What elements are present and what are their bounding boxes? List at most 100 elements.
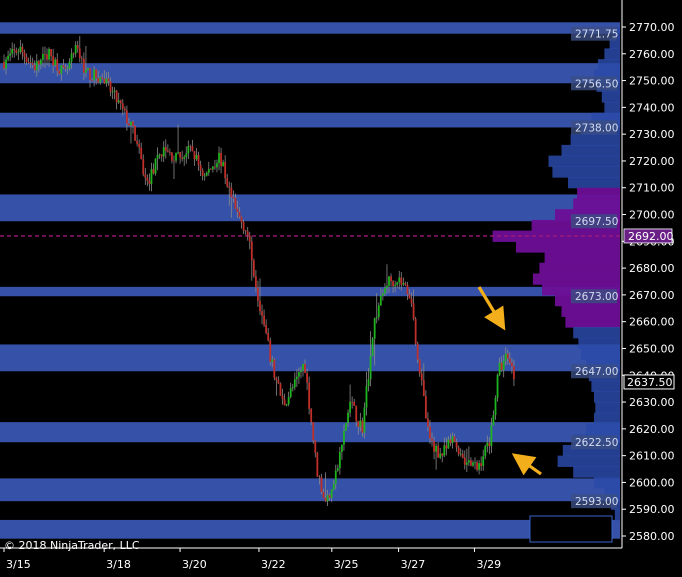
current-price-label: 2637.50 [627, 376, 673, 389]
candle-body [189, 145, 192, 147]
candle-body [506, 353, 509, 359]
y-tick-label: 2630.00 [629, 396, 675, 409]
candle-body [181, 157, 184, 159]
candle-body [87, 68, 89, 71]
annotation-arrow-top [477, 286, 506, 331]
candle-body [271, 359, 274, 362]
volume-profile-bar [586, 423, 620, 435]
candle-body [130, 121, 132, 126]
candle-body [338, 451, 341, 469]
candle-body [101, 77, 104, 80]
candles [3, 36, 515, 507]
candle-body [422, 380, 425, 396]
volume-profile-bar [568, 177, 620, 189]
poc-price-tag [623, 228, 673, 244]
price-band [0, 194, 620, 222]
candle-body [443, 445, 446, 456]
candle-body [435, 445, 438, 452]
band-label-bg [571, 289, 617, 304]
y-tick-label: 2760.00 [629, 48, 675, 61]
volume-profile-bar [594, 391, 620, 403]
candle-body [406, 284, 409, 295]
price-band [0, 112, 620, 128]
candle-body [318, 476, 321, 478]
candle-body [64, 67, 67, 69]
candle-body [250, 241, 253, 261]
x-tick-label: 3/22 [261, 558, 286, 571]
candle-body [254, 276, 257, 288]
candle-body [103, 79, 106, 84]
volume-profile-bar [548, 155, 620, 167]
price-band [0, 478, 620, 502]
band-label: 2622.50 [575, 437, 618, 449]
candle-body [365, 385, 368, 408]
x-tick-label: 3/25 [334, 558, 359, 571]
volume-profile-bar [573, 466, 620, 478]
candle-body [308, 382, 311, 409]
volume-profile-bar [609, 37, 620, 50]
candle-body [459, 453, 462, 455]
y-tick-label: 2740.00 [629, 101, 675, 114]
volume-profile-bar [561, 144, 620, 157]
candle-body [252, 260, 255, 277]
candle-body [76, 45, 79, 49]
volume-profile-bar [539, 262, 620, 275]
band-label: 2697.50 [575, 216, 618, 228]
candle-body [218, 152, 220, 164]
candle-body [439, 453, 442, 458]
volume-profile-bar [561, 305, 620, 317]
candle-body [105, 78, 108, 84]
candle-body [418, 359, 421, 374]
candle-body [93, 69, 96, 81]
candle-body [273, 359, 276, 378]
candle-body [324, 497, 327, 502]
candle-body [187, 145, 190, 154]
candle-body [353, 401, 356, 406]
candle-body [314, 440, 317, 453]
candle-body [191, 146, 194, 152]
candle-body [441, 453, 444, 456]
candle-body [404, 283, 407, 285]
band-label-bg [571, 364, 617, 379]
x-tick-label: 3/15 [6, 558, 31, 571]
candle-body [357, 421, 360, 427]
annotation-arrows [477, 286, 542, 476]
candle-body [183, 157, 186, 159]
candle-body [29, 62, 32, 64]
candle-body [351, 401, 354, 403]
price-band [0, 519, 620, 539]
volume-profile-bar [577, 187, 620, 200]
band-label-bg [571, 76, 617, 91]
candle-body [261, 311, 263, 316]
candle-body [17, 51, 20, 53]
candle-body [113, 90, 116, 92]
candle-body [35, 61, 38, 71]
candle-body [420, 373, 423, 381]
candle-body [33, 65, 36, 71]
candle-body [119, 100, 122, 104]
candle-body [359, 420, 362, 427]
candle-body [410, 298, 413, 304]
candle-body [513, 366, 515, 380]
candle-body [226, 178, 229, 187]
candle-body [408, 294, 411, 299]
band-label-bg [571, 494, 617, 509]
candle-body [384, 287, 386, 294]
candle-body [11, 48, 14, 54]
candle-body [306, 372, 308, 383]
candle-body [21, 46, 24, 53]
candle-body [355, 405, 358, 422]
current-price-tag [623, 374, 675, 390]
candle-body [246, 231, 249, 236]
volume-profile-bar [595, 402, 620, 414]
candle-body [23, 52, 26, 57]
volume-profile-bar [581, 348, 620, 360]
candle-body [134, 125, 136, 141]
candle-body [287, 397, 290, 405]
candle-body [39, 59, 42, 65]
candle-body [277, 379, 280, 384]
y-tick-label: 2730.00 [629, 128, 675, 141]
candle-body [177, 152, 179, 154]
candle-body [193, 151, 196, 160]
